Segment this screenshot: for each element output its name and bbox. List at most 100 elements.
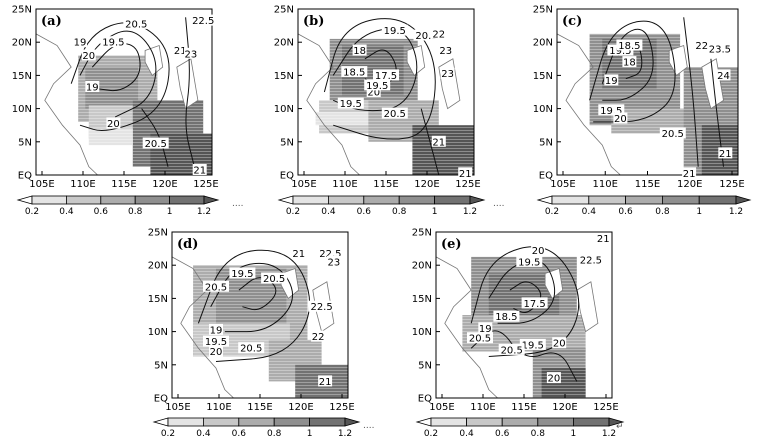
- colorbar-swatch: [363, 195, 400, 205]
- contour-label: 22: [432, 29, 445, 40]
- contour-label-bg: [73, 36, 87, 48]
- panel-label-bg: [174, 235, 208, 252]
- contour-label: 19.5: [600, 106, 622, 117]
- colorbar-swatch: [327, 195, 365, 205]
- lat-tick-label: 25N: [148, 228, 168, 239]
- colorbar-tick-label: 1.2: [602, 429, 616, 438]
- colorbar-swatch: [31, 195, 67, 205]
- lon-tick-label: 115E: [511, 402, 536, 413]
- contour-label-bg: [317, 247, 344, 259]
- lon-tick-label: 105E: [165, 402, 190, 413]
- panel-label: (b): [303, 14, 324, 29]
- lon-tick-label: 105E: [550, 179, 575, 190]
- contour-label: 18.5: [495, 312, 517, 323]
- contour-label-bg: [183, 47, 198, 59]
- lon-tick-label: 125E: [193, 179, 218, 190]
- contour-line: [470, 246, 580, 357]
- separator-dots: ....: [232, 199, 243, 209]
- contour-label: 17.5: [375, 71, 397, 82]
- colorbar-swatch: [134, 195, 170, 205]
- contour-label: 20.5: [415, 31, 437, 42]
- lat-tick-label: 20N: [412, 261, 432, 272]
- contour-label: 21: [683, 169, 696, 180]
- contour-line: [185, 17, 195, 167]
- contour-label-bg: [413, 29, 440, 41]
- contour-label-bg: [596, 232, 611, 244]
- coastline: [171, 256, 234, 399]
- lon-tick-label: 120E: [677, 179, 702, 190]
- contour-label: 21: [597, 234, 610, 245]
- contour-label: 23: [441, 69, 454, 80]
- contour-label: 19.5: [384, 26, 406, 37]
- contour-label-bg: [337, 97, 364, 109]
- contour-label: 20.5: [240, 344, 262, 355]
- contour-line: [420, 108, 440, 176]
- contour-label: 18.5: [618, 41, 640, 52]
- lat-tick-label: 15N: [148, 294, 168, 305]
- colorbar-tick-label: 0.2: [424, 429, 438, 438]
- contour-label-bg: [229, 267, 256, 279]
- contour-label-bg: [478, 322, 493, 334]
- contour-line: [488, 259, 556, 324]
- hatch-overlay: [412, 125, 474, 175]
- contour-label-bg: [142, 137, 169, 149]
- lon-tick-label: 120E: [414, 179, 439, 190]
- contour-label-bg: [203, 335, 229, 347]
- contour-label-bg: [604, 74, 619, 86]
- contour-label-bg: [291, 247, 306, 259]
- colorbar-tick-label: 0.2: [25, 207, 39, 217]
- lat-tick-label: 10N: [412, 327, 432, 338]
- separator-dots: ....: [363, 421, 374, 431]
- colorbar-tick-label: 0.4: [321, 207, 336, 217]
- lon-tick-label: 105E: [29, 179, 54, 190]
- contour-label: 20.5: [205, 282, 227, 293]
- map-panel: EQ 5N 10N 15N 20N 25N 105E 110E 115E 120E 125E 23.5…: [533, 5, 745, 191]
- contour-label: 20.5: [145, 139, 167, 150]
- panel-label-bg: [438, 235, 472, 252]
- colorbar-tick-label: 0.4: [196, 429, 211, 438]
- contour-label-bg: [308, 300, 335, 312]
- colorbar-tick-label: 1: [432, 207, 438, 217]
- contour-label-bg: [598, 104, 625, 116]
- lat-tick-label: 5N: [418, 360, 432, 371]
- contour-label: 20: [367, 88, 380, 99]
- panel-label: (d): [177, 237, 198, 252]
- lat-tick-label: 25N: [412, 228, 432, 239]
- colorbar-swatch: [430, 417, 467, 427]
- contour-label-bg: [352, 44, 367, 56]
- lon-tick-label: 115E: [111, 179, 136, 190]
- contour-label: 19.5: [205, 337, 227, 348]
- colorbar-swatch: [434, 195, 471, 205]
- lat-tick-label: 10N: [274, 104, 294, 115]
- contour-label-bg: [209, 323, 223, 335]
- contour-label: 18: [353, 46, 366, 57]
- contour-label: 20.5: [125, 19, 147, 30]
- contour-label: 17.5: [523, 299, 545, 310]
- contour-label-bg: [716, 69, 731, 81]
- lat-tick-label: EQ: [280, 171, 294, 182]
- end-mark: ↵: [616, 422, 624, 432]
- colorbar-swatch: [466, 417, 503, 427]
- colorbar-tick-label: 0.8: [531, 429, 546, 438]
- contour-label-bg: [498, 343, 525, 355]
- colorbar-swatch: [202, 417, 240, 427]
- colorbar-end-triangle: [536, 195, 553, 205]
- contour-label: 20.5: [469, 334, 491, 345]
- panel-label: (a): [41, 14, 62, 29]
- contour-label: 20: [82, 51, 95, 62]
- contour-label: 21: [459, 169, 472, 180]
- contour-label-bg: [192, 164, 207, 175]
- colorbar-tick-label: 0.2: [161, 429, 175, 438]
- lat-tick-label: 10N: [148, 327, 168, 338]
- lat-tick-label: 5N: [539, 137, 553, 148]
- contour-label-bg: [622, 56, 637, 68]
- contour-label: 21: [292, 249, 305, 260]
- panel-label-bg: [38, 12, 72, 29]
- colorbar-tick-label: 0.4: [582, 207, 597, 217]
- lon-tick-label: 105E: [429, 402, 454, 413]
- lon-tick-label: 115E: [247, 402, 272, 413]
- colorbar-swatch: [398, 195, 436, 205]
- lon-tick-label: 110E: [470, 402, 495, 413]
- contour-label: 19.5: [231, 269, 253, 280]
- lat-tick-label: 25N: [533, 5, 553, 16]
